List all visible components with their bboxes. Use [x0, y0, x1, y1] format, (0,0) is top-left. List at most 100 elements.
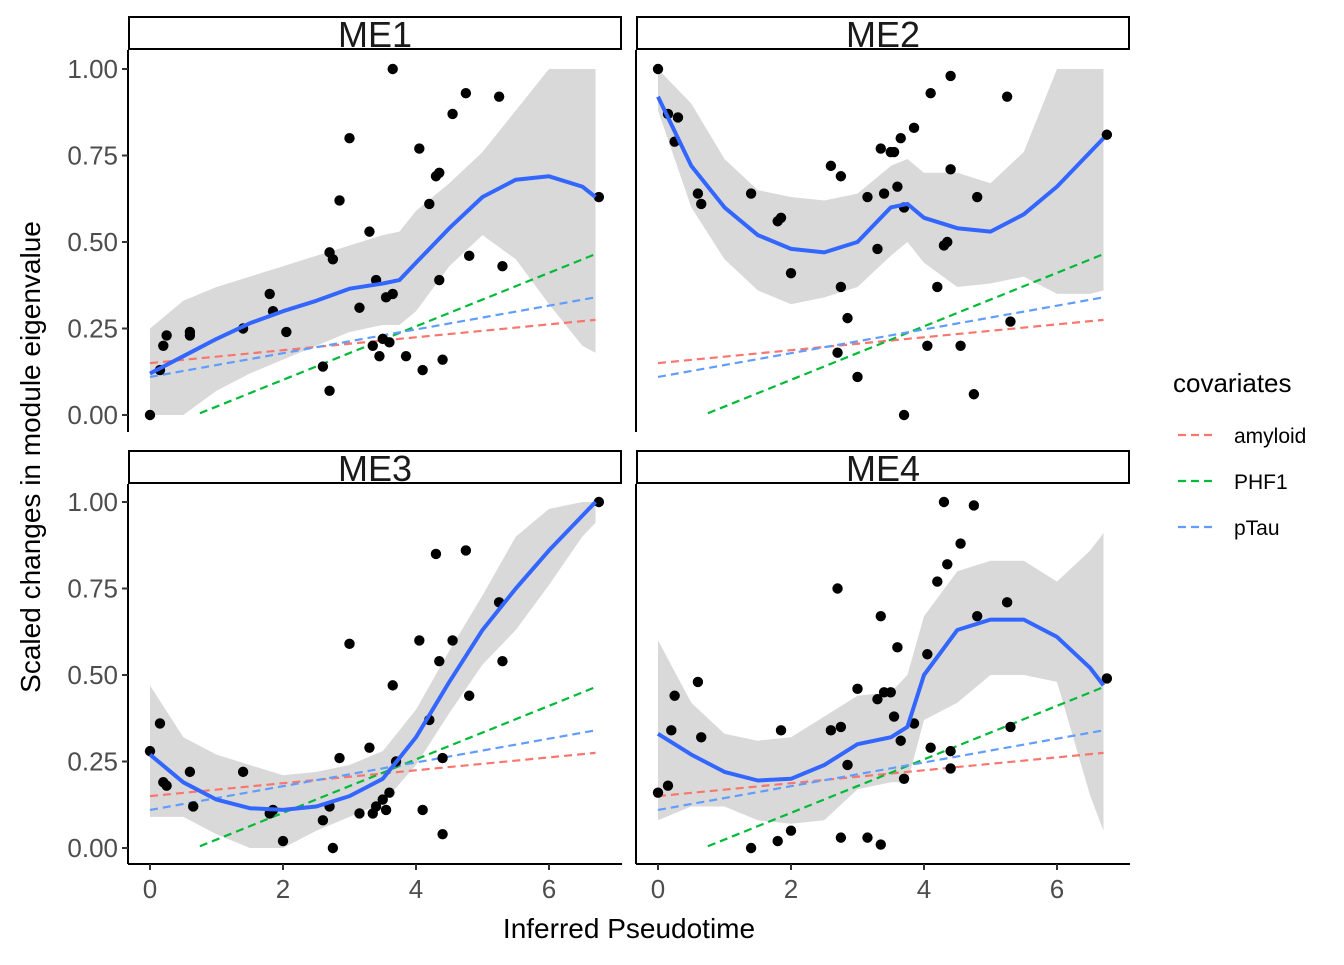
- data-point: [968, 389, 980, 400]
- data-point: [835, 171, 847, 182]
- data-point: [334, 195, 345, 206]
- facet-strip: [636, 450, 1130, 484]
- panel-plot-area: [144, 63, 605, 421]
- panel-me2: ME2: [635, 14, 1130, 432]
- x-axis-title: Inferred Pseudotime: [503, 913, 755, 944]
- facet-strip: [636, 16, 1130, 50]
- data-point: [892, 642, 903, 653]
- data-point: [497, 655, 508, 667]
- data-point: [785, 267, 797, 279]
- data-point: [775, 725, 787, 736]
- data-point: [878, 188, 890, 199]
- data-point: [895, 133, 906, 144]
- data-point: [772, 835, 783, 847]
- data-point: [692, 676, 704, 688]
- data-point: [669, 690, 680, 701]
- data-point: [775, 212, 787, 223]
- covariate-line-ptau: [657, 729, 1104, 812]
- data-point: [367, 340, 378, 351]
- data-point: [464, 250, 475, 262]
- data-point: [154, 718, 166, 729]
- data-point: [945, 164, 956, 175]
- data-point: [785, 825, 797, 836]
- x-tick-label: 6: [542, 874, 556, 904]
- data-point: [281, 326, 292, 338]
- data-point: [898, 409, 910, 421]
- y-tick-label: 0.00: [67, 400, 118, 430]
- data-point: [692, 188, 704, 199]
- legend-title: covariates: [1173, 368, 1292, 398]
- facet-strip-label: ME2: [846, 14, 920, 55]
- data-point: [945, 763, 956, 774]
- data-point: [652, 787, 664, 798]
- x-tick-label: 4: [917, 874, 931, 904]
- data-point: [955, 340, 966, 351]
- data-point: [161, 780, 172, 791]
- confidence-ribbon: [150, 502, 596, 848]
- data-point: [460, 88, 472, 99]
- data-point: [417, 364, 428, 376]
- data-point: [842, 312, 853, 324]
- data-point: [327, 254, 339, 265]
- covariate-line-amyloid: [657, 318, 1104, 365]
- data-point: [437, 354, 448, 365]
- data-point: [875, 839, 886, 850]
- data-point: [968, 500, 980, 511]
- x-tick-label: 6: [1050, 874, 1064, 904]
- data-point: [696, 198, 707, 210]
- data-point: [384, 787, 395, 798]
- data-point: [387, 680, 398, 691]
- data-point: [387, 288, 398, 300]
- data-point: [1001, 91, 1013, 102]
- covariate-line-amyloid: [149, 751, 596, 798]
- x-tick-label: 2: [784, 874, 798, 904]
- data-point: [872, 243, 883, 255]
- data-point: [1005, 721, 1016, 733]
- data-point: [434, 167, 445, 178]
- y-axis-title: Scaled changes in module eigenvalue: [15, 221, 46, 693]
- facet-strip: [128, 450, 622, 484]
- data-point: [862, 832, 873, 843]
- covariate-line-amyloid: [657, 751, 1104, 798]
- facet-strip: [128, 16, 622, 50]
- data-point: [666, 725, 677, 736]
- data-point: [354, 808, 365, 819]
- data-point: [334, 752, 345, 764]
- data-point: [895, 735, 906, 746]
- data-point: [354, 302, 365, 313]
- smooth-curve: [149, 174, 597, 376]
- data-point: [652, 63, 664, 75]
- data-point: [745, 188, 757, 199]
- panel-me3: ME3 0.00 0.25 0.50 0.75 1.00 0 2 4 6: [67, 448, 622, 904]
- x-tick-label: 0: [651, 874, 665, 904]
- data-point: [862, 191, 873, 203]
- data-point: [696, 732, 707, 743]
- data-point: [158, 340, 169, 351]
- confidence-ribbon: [150, 69, 596, 415]
- data-point: [972, 191, 983, 203]
- data-point: [1101, 673, 1113, 684]
- data-point: [264, 288, 275, 300]
- smooth-curve: [148, 500, 597, 812]
- data-point: [417, 804, 428, 816]
- confidence-ribbon: [658, 69, 1104, 305]
- data-point: [1101, 129, 1113, 140]
- y-tick-label: 0.75: [67, 574, 118, 604]
- data-point: [414, 143, 425, 154]
- legend-label-phf1: PHF1: [1234, 471, 1288, 494]
- data-point: [377, 794, 388, 805]
- data-point: [875, 143, 886, 154]
- data-point: [144, 745, 156, 757]
- data-point: [277, 835, 289, 847]
- data-point: [344, 638, 355, 650]
- data-point: [400, 350, 412, 362]
- data-point: [364, 226, 375, 237]
- data-point: [938, 496, 950, 508]
- data-point: [460, 545, 472, 556]
- data-point: [925, 88, 936, 99]
- data-point: [1001, 597, 1013, 608]
- panel-plot-area: [652, 63, 1113, 421]
- data-point: [842, 759, 853, 771]
- smooth-curve: [656, 95, 1105, 255]
